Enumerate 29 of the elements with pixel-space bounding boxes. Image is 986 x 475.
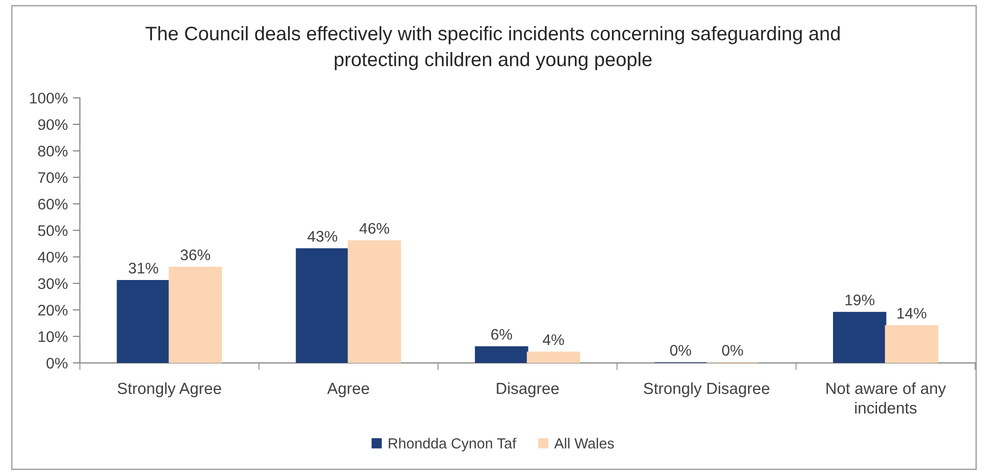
x-tick-label: Disagree [496, 382, 559, 398]
y-tick-label: 50% [38, 225, 68, 236]
data-label: 4% [542, 334, 564, 346]
x-tick-label: Agree [327, 382, 370, 398]
y-tick-label: 10% [38, 331, 68, 342]
legend-label: All Wales [554, 438, 614, 449]
y-tick-label: 20% [38, 304, 68, 316]
data-label: 14% [897, 308, 926, 319]
data-label: 36% [180, 249, 210, 260]
y-tick-label: 0% [46, 358, 68, 369]
legend-label: Rhondda Cynon Taf [388, 438, 516, 452]
data-label: 43% [308, 230, 338, 242]
y-tick-label: 70% [38, 172, 68, 184]
data-label: 0% [670, 344, 692, 356]
y-tick-label: 90% [38, 119, 68, 130]
x-tick-label: Not aware of any incidents [826, 382, 946, 414]
x-tick-label: Strongly Agree [118, 382, 222, 398]
x-tick-label: Strongly Disagree [644, 382, 770, 398]
data-label: 6% [491, 328, 512, 340]
data-label: 46% [359, 222, 390, 234]
y-tick-label: 80% [38, 146, 68, 157]
y-tick-label: 30% [38, 278, 68, 290]
data-label: 0% [722, 344, 744, 356]
y-tick-label: 40% [38, 252, 68, 263]
y-tick-label: 60% [38, 198, 68, 210]
data-label: 19% [846, 294, 874, 306]
y-tick-label: 100% [30, 92, 68, 104]
data-label: 31% [128, 262, 158, 274]
chart-title: The Council deals effectively with specific incidents concerning safeguarding and protecting children and young people [146, 26, 840, 70]
